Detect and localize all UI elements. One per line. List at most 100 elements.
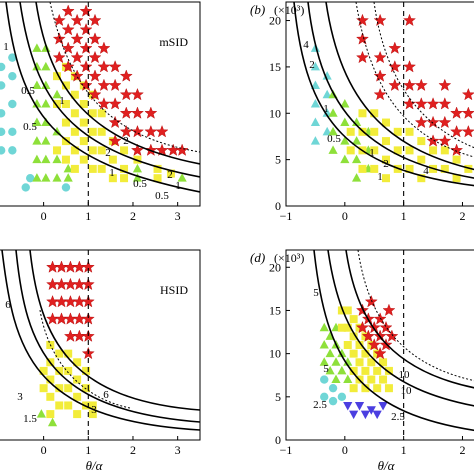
data-point-c-red-star — [46, 295, 59, 308]
y-tick-label: 5 — [275, 153, 281, 167]
data-point-d-yellow-square — [337, 306, 346, 315]
contour-label-b: 1 — [369, 147, 375, 159]
data-point-b-red-star — [373, 69, 387, 82]
data-point-d-yellow-square — [384, 384, 393, 393]
data-point-b-cyan-triangle — [310, 80, 321, 89]
x-tick-label: 0 — [342, 209, 348, 223]
data-point-b-red-star — [450, 143, 464, 156]
data-point-c-red-star — [72, 260, 86, 273]
data-point-c-yellow-square — [39, 366, 48, 375]
data-point-a-green-triangle — [132, 163, 143, 173]
data-point-d-yellow-square — [343, 341, 352, 349]
data-point-a-red-star — [88, 13, 102, 27]
data-point-a-yellow-square — [88, 109, 97, 118]
data-point-b-yellow-square — [429, 146, 438, 155]
contour-line-c-2 — [29, 250, 200, 411]
data-point-a-cyan-circle — [0, 146, 6, 155]
data-point-b-red-star — [426, 97, 440, 110]
data-point-b-yellow-square — [370, 127, 379, 136]
contour-label-c: 3 — [91, 404, 97, 416]
axes-frame — [285, 1, 474, 207]
y-tick-label: 10 — [269, 347, 281, 361]
data-point-d-blue-triangle-down — [360, 410, 371, 420]
data-point-a-red-star — [108, 60, 122, 73]
data-point-c-red-star — [55, 277, 68, 291]
data-point-c-yellow-square — [64, 366, 73, 375]
data-point-d-cyan-circle — [328, 396, 338, 406]
data-point-d-green-triangle — [319, 340, 329, 349]
contour-line-b-4 — [373, 2, 474, 149]
data-point-b-red-star — [414, 78, 428, 91]
data-point-c-yellow-square — [82, 384, 91, 393]
data-point-b-red-star — [414, 97, 428, 110]
data-point-d-yellow-square — [361, 384, 370, 393]
data-point-b-yellow-square — [452, 174, 461, 183]
data-point-b-red-star — [356, 13, 369, 27]
data-point-b-red-star — [450, 106, 464, 119]
data-point-b-yellow-square — [358, 164, 367, 173]
data-point-a-yellow-square — [97, 146, 106, 155]
data-point-b-red-star — [426, 134, 440, 147]
data-point-d-yellow-square — [349, 332, 358, 341]
data-point-b-red-star — [388, 78, 402, 91]
data-point-d-green-triangle — [343, 357, 353, 366]
data-point-a-yellow-square — [61, 118, 70, 127]
data-point-d-yellow-square — [373, 384, 382, 393]
data-point-b-cyan-triangle — [310, 117, 321, 127]
data-point-a-cyan-circle — [8, 53, 17, 62]
data-point-a-red-star — [61, 4, 75, 17]
contour-line-b-1 — [307, 2, 474, 179]
contour-label-c: 3 — [17, 391, 23, 403]
data-point-b-yellow-square — [370, 146, 379, 155]
data-point-a-green-triangle — [41, 99, 51, 108]
data-point-b-green-triangle — [340, 136, 350, 145]
data-point-a-red-star — [155, 143, 169, 156]
data-point-a-cyan-circle — [8, 146, 17, 155]
data-point-d-green-triangle — [319, 322, 329, 332]
x-tick-label: 2 — [130, 443, 136, 457]
data-point-a-green-triangle — [32, 43, 42, 52]
x-tick-label: 2 — [459, 209, 465, 223]
contour-label-d: 5 — [313, 287, 319, 299]
data-point-c-yellow-square — [73, 358, 82, 367]
contour-label-b: 2 — [383, 158, 389, 170]
data-point-b-red-star — [403, 13, 416, 27]
data-point-a-green-triangle — [41, 80, 51, 89]
data-point-a-red-star — [108, 78, 122, 91]
data-point-d-yellow-square — [343, 306, 352, 315]
data-point-a-green-triangle — [52, 173, 62, 182]
data-point-a-yellow-square — [97, 164, 106, 173]
contour-line-c-3 — [39, 309, 131, 409]
data-point-a-green-triangle — [32, 136, 42, 145]
data-point-d-green-triangle — [319, 357, 329, 366]
data-point-a-red-star — [70, 69, 84, 82]
data-point-a-green-triangle — [41, 117, 51, 127]
data-point-a-red-star — [61, 23, 75, 36]
data-point-b-cyan-triangle — [310, 136, 321, 145]
data-point-c-yellow-square — [73, 375, 82, 384]
contour-label-b: 4 — [303, 39, 309, 51]
data-point-a-red-star — [97, 41, 111, 54]
data-point-a-red-star — [119, 87, 133, 101]
contour-label-d: 10 — [401, 385, 413, 397]
data-point-a-red-star — [131, 87, 144, 101]
axis-multiplier: (×10³) — [274, 251, 304, 265]
data-point-a-red-star — [108, 115, 122, 129]
data-point-b-red-star — [438, 78, 452, 91]
data-point-a-yellow-square — [153, 164, 162, 173]
data-point-d-cyan-circle — [328, 383, 338, 393]
data-point-d-yellow-square — [355, 358, 364, 367]
data-point-c-yellow-square — [55, 349, 64, 358]
data-point-a-yellow-square — [61, 81, 70, 90]
data-point-c-yellow-square — [88, 410, 97, 419]
data-point-a-red-star — [131, 106, 144, 119]
contour-label-b: 4 — [423, 165, 429, 177]
data-point-b-yellow-square — [452, 155, 461, 164]
data-point-d-yellow-square — [379, 358, 388, 367]
data-point-b-red-star — [426, 115, 440, 129]
data-point-c-yellow-square — [82, 366, 91, 375]
contour-label-a: 1 — [59, 95, 65, 107]
data-point-a-green-triangle — [177, 173, 187, 182]
data-point-a-yellow-square — [133, 155, 142, 164]
data-point-c-red-star — [55, 312, 68, 325]
